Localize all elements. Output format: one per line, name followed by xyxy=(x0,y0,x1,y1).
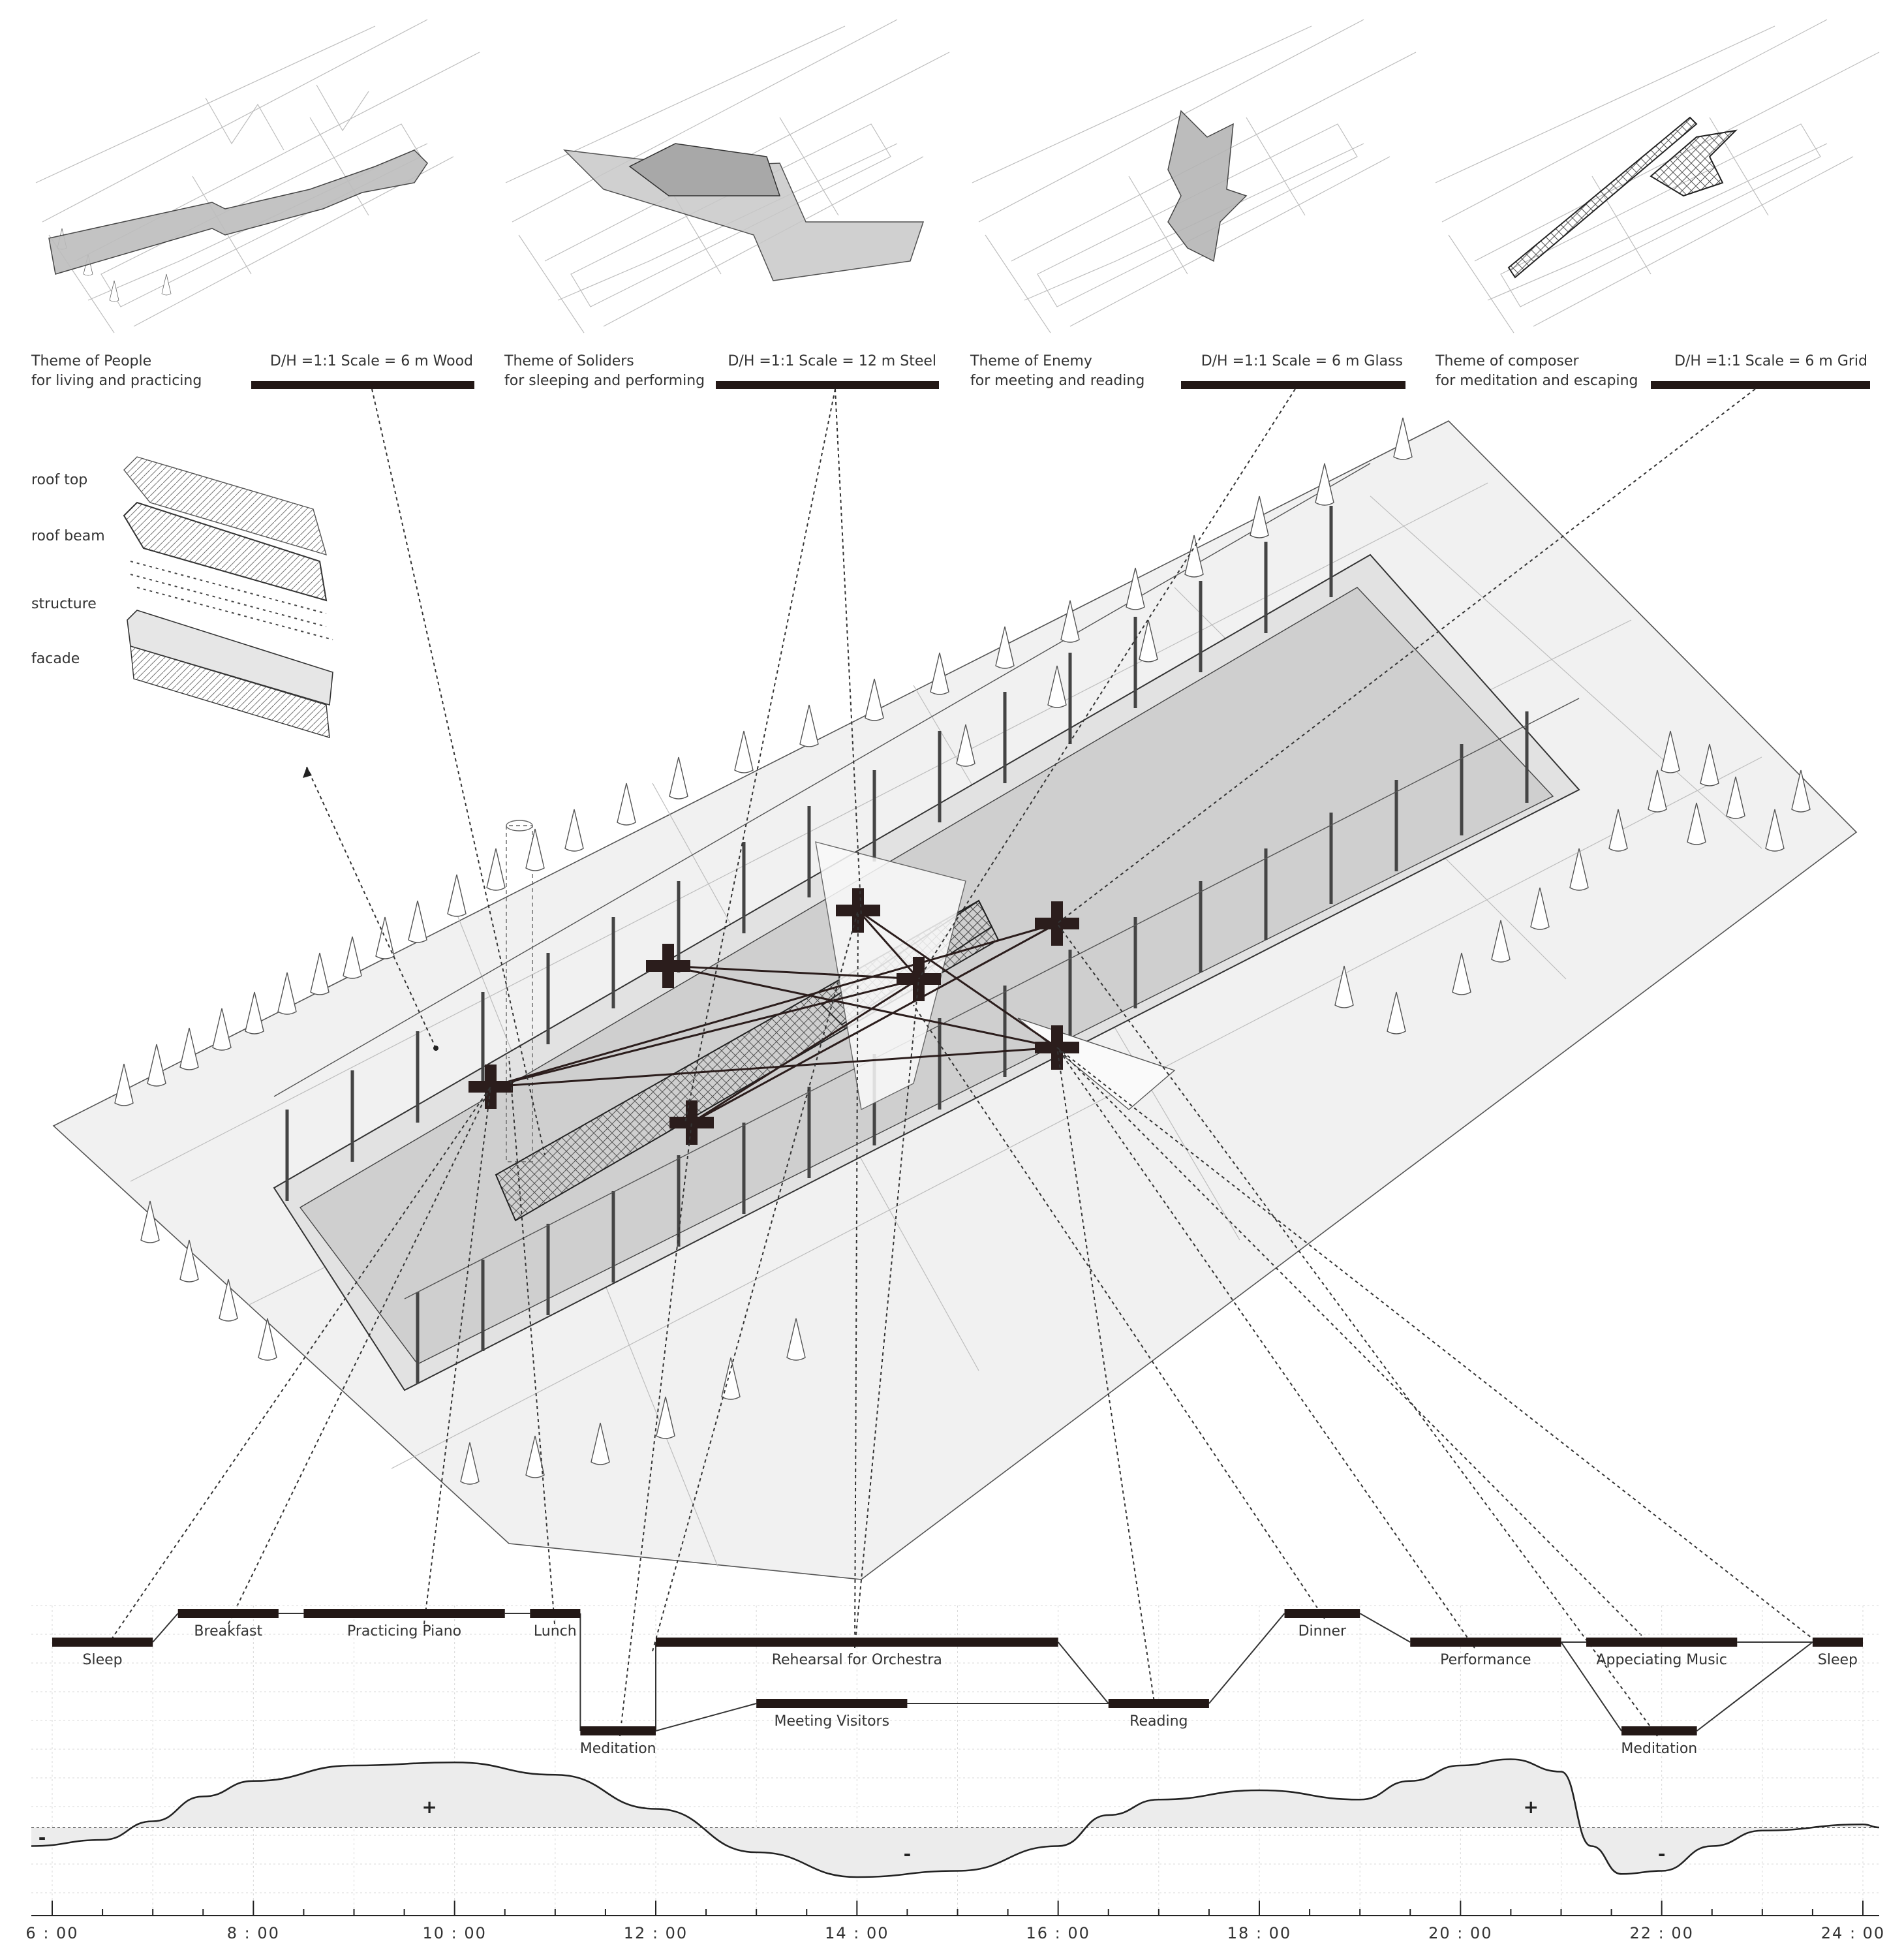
theme-subtitle: for living and practicing xyxy=(31,373,202,389)
schedule-connector xyxy=(1359,1613,1411,1643)
theme-title: Theme of Enemy xyxy=(970,353,1092,369)
schedule-label: Sleep xyxy=(83,1652,123,1668)
schedule-connector xyxy=(1208,1613,1285,1704)
axis-tick-label: 24 : 00 xyxy=(1821,1924,1885,1942)
theme-bar xyxy=(251,381,474,389)
schedule-label: Reading xyxy=(1129,1713,1188,1730)
axonometric-site-plan xyxy=(52,417,1858,1580)
theme-label-composer: Theme of composer for meditation and esc… xyxy=(1435,353,1870,389)
schedule-bar xyxy=(530,1609,581,1618)
mood-curve-chart: - + - + - xyxy=(31,1758,1880,1878)
theme-spec: D/H =1:1 Scale = 6 m Grid xyxy=(1674,353,1867,369)
theme-spec: D/H =1:1 Scale = 12 m Steel xyxy=(728,353,936,369)
theme-thumbnail-composer xyxy=(1435,19,1880,334)
schedule-bar xyxy=(1621,1726,1697,1735)
theme-spec: D/H =1:1 Scale = 6 m Glass xyxy=(1201,353,1403,369)
layer-label-roof-top: roof top xyxy=(31,472,87,488)
schedule-label: Dinner xyxy=(1298,1623,1347,1640)
schedule-label: Performance xyxy=(1440,1652,1531,1668)
schedule-bar xyxy=(1812,1638,1863,1647)
theme-label-soldiers: Theme of Soliders for sleeping and perfo… xyxy=(504,353,939,389)
schedule-bar xyxy=(1410,1638,1561,1647)
axis-tick-label: 10 : 00 xyxy=(422,1924,486,1942)
schedule-bar xyxy=(756,1699,908,1708)
schedule-label: Rehearsal for Orchestra xyxy=(772,1652,942,1668)
mood-sign: - xyxy=(904,1843,912,1865)
schedule-label: Meeting Visitors xyxy=(775,1713,890,1730)
axis-tick-label: 12 : 00 xyxy=(624,1924,688,1942)
time-axis: 6 : 00 8 : 00 10 : 00 12 : 00 14 : 00 16 : 00… xyxy=(25,1901,1885,1942)
schedule-connectors xyxy=(152,1613,1813,1732)
leader-lines xyxy=(107,388,1821,1737)
schedule-bar xyxy=(177,1609,279,1618)
layer-label-facade: facade xyxy=(31,651,80,667)
schedule-connector xyxy=(655,1703,757,1732)
theme-bar xyxy=(716,381,939,389)
axis-tick-label: 20 : 00 xyxy=(1428,1924,1492,1942)
theme-labels: Theme of People for living and practicin… xyxy=(31,353,1870,389)
theme-bar xyxy=(1651,381,1870,389)
mood-sign: + xyxy=(422,1796,437,1818)
axis-tick-label: 8 : 00 xyxy=(227,1924,280,1942)
axis-tick-label: 14 : 00 xyxy=(825,1924,889,1942)
theme-thumbnail-people xyxy=(35,19,480,334)
schedule-label: Lunch xyxy=(534,1623,577,1640)
mood-area xyxy=(31,1759,1879,1877)
mood-sign: - xyxy=(1658,1843,1666,1865)
schedule-label: Practicing Piano xyxy=(347,1623,461,1640)
axis-tick-label: 22 : 00 xyxy=(1629,1924,1693,1942)
theme-label-people: Theme of People for living and practicin… xyxy=(31,353,474,389)
layer-exploded-diagram: roof top roof beam structure facade xyxy=(31,456,333,738)
schedule-bar xyxy=(1284,1609,1360,1618)
axis-tick-label: 6 : 00 xyxy=(25,1924,78,1942)
schedule-connector xyxy=(1560,1641,1622,1732)
schedule-bar xyxy=(303,1609,505,1618)
theme-subtitle: for meeting and reading xyxy=(970,373,1144,389)
schedule-label: Appeciating Music xyxy=(1596,1652,1727,1668)
theme-subtitle: for meditation and escaping xyxy=(1436,373,1638,389)
axis-tick-label: 16 : 00 xyxy=(1026,1924,1090,1942)
schedule-label: Meditation xyxy=(1621,1741,1697,1757)
theme-title: Theme of Soliders xyxy=(504,353,634,369)
daily-schedule: Sleep Breakfast Practicing Piano Lunch Medit… xyxy=(52,1609,1863,1757)
schedule-connector xyxy=(1697,1641,1813,1732)
schedule-connector xyxy=(152,1613,179,1643)
schedule-label: Sleep xyxy=(1818,1652,1858,1668)
theme-bar xyxy=(1181,381,1405,389)
mood-curve xyxy=(31,1758,1880,1878)
layer-label-roof-beam: roof beam xyxy=(31,528,105,544)
theme-thumbnail-enemy xyxy=(972,19,1417,334)
layer-stack-drawing xyxy=(123,456,333,738)
schedule-bar xyxy=(1586,1638,1738,1647)
schedule-bar xyxy=(52,1638,153,1647)
light-cylinder xyxy=(506,825,533,1162)
schedule-bar xyxy=(1108,1699,1209,1708)
axis-tick-label: 18 : 00 xyxy=(1227,1924,1291,1942)
mood-sign: - xyxy=(38,1827,46,1848)
schedule-label: Breakfast xyxy=(194,1623,262,1640)
schedule-bar xyxy=(580,1726,656,1735)
theme-spec: D/H =1:1 Scale = 6 m Wood xyxy=(270,353,473,369)
mood-sign: + xyxy=(1524,1796,1539,1818)
theme-label-enemy: Theme of Enemy for meeting and reading D… xyxy=(970,353,1405,389)
theme-title: Theme of composer xyxy=(1435,353,1579,369)
layer-label-structure: structure xyxy=(31,596,97,612)
theme-subtitle: for sleeping and performing xyxy=(504,373,705,389)
theme-thumbnails xyxy=(35,19,1880,334)
schedule-label: Meditation xyxy=(580,1741,656,1757)
theme-connection-lines xyxy=(490,909,1058,1124)
schedule-bar xyxy=(656,1638,1058,1647)
theme-thumbnail-soldiers xyxy=(505,19,950,334)
theme-title: Theme of People xyxy=(31,353,151,369)
schedule-connector xyxy=(1057,1641,1109,1704)
